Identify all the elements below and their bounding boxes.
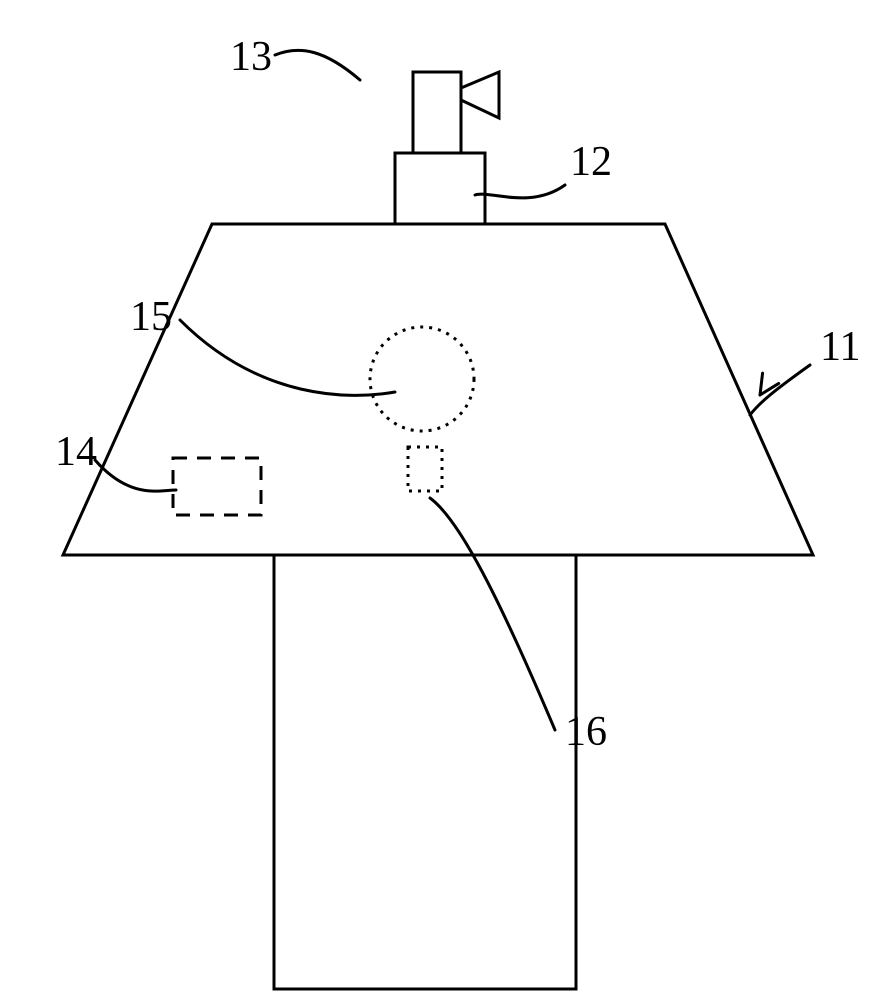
lamp-stem [274, 555, 576, 989]
label-15: 15 [130, 294, 172, 340]
speaker-triangle [461, 72, 499, 118]
leader-13 [275, 50, 360, 80]
leader-11 [750, 365, 810, 415]
leader-12 [475, 185, 565, 198]
label-14: 14 [55, 429, 97, 475]
internal-rect-14 [173, 458, 261, 515]
label-16: 16 [565, 709, 607, 755]
internal-circle-15 [370, 327, 474, 431]
top-stem [413, 72, 461, 153]
leader-14 [95, 460, 176, 491]
technical-diagram: 13 12 15 14 11 16 [0, 0, 877, 1000]
label-13: 13 [230, 34, 272, 80]
leader-16 [430, 498, 555, 730]
internal-socket-16 [408, 447, 442, 491]
label-12: 12 [570, 139, 612, 185]
leader-15 [180, 320, 395, 395]
label-11: 11 [820, 324, 860, 370]
top-block [395, 153, 485, 224]
